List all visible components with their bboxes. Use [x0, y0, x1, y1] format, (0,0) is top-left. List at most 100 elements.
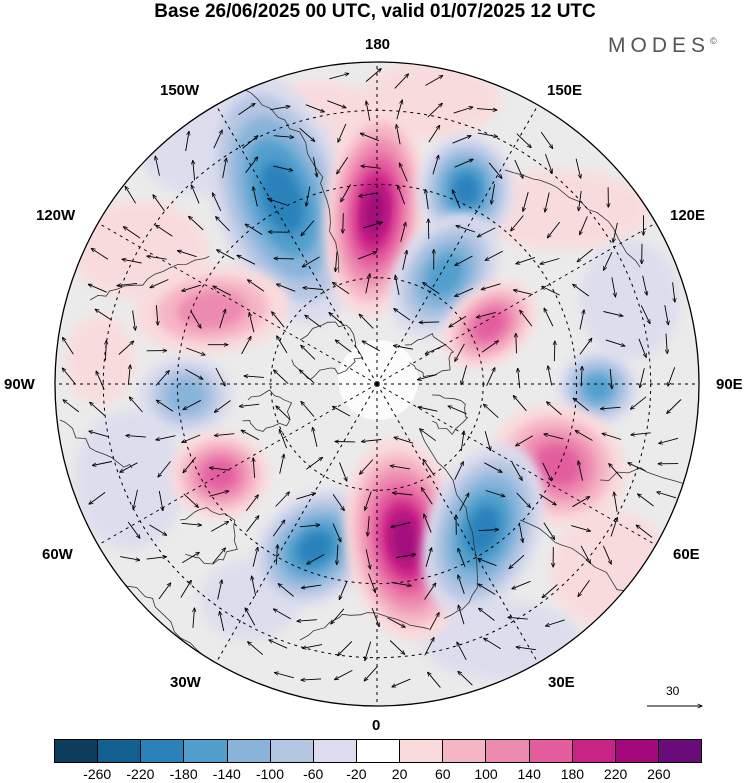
wind-vector — [572, 497, 589, 508]
wind-vector — [105, 341, 106, 361]
wind-vector — [454, 159, 473, 168]
wind-vector — [371, 607, 379, 627]
wind-vector — [237, 255, 256, 265]
wind-vector — [245, 157, 258, 174]
wind-vector — [126, 436, 146, 438]
wind-vector — [245, 608, 256, 626]
wind-vector — [428, 125, 440, 143]
copyright-mark: © — [710, 36, 717, 46]
wind-vector — [543, 522, 555, 540]
lon-label-30e: 30E — [548, 674, 575, 691]
wind-vector — [458, 605, 465, 625]
wind-vector — [458, 671, 473, 686]
wind-vector — [425, 345, 444, 354]
wind-vector — [602, 433, 622, 440]
wind-vector — [477, 227, 496, 237]
wind-vector — [222, 158, 227, 178]
wind-vector — [219, 309, 226, 329]
wind-vector — [253, 458, 254, 478]
wind-vector — [581, 366, 582, 387]
wind-vector — [511, 215, 524, 231]
wind-vector — [544, 434, 564, 440]
wind-vector — [545, 192, 550, 213]
colorbar-segment — [313, 740, 357, 762]
wind-vector — [297, 620, 317, 622]
wind-vector — [252, 547, 258, 567]
wind-vector — [190, 310, 201, 328]
wind-vector — [516, 256, 535, 263]
colorbar-segment — [98, 740, 142, 762]
anomaly-center-negative — [558, 350, 638, 426]
wind-vector — [484, 431, 490, 450]
wind-vector — [127, 521, 140, 538]
wind-vector — [299, 525, 320, 527]
wind-vector — [392, 678, 411, 687]
colorbar-tick-label: -140 — [212, 766, 241, 782]
wind-vector — [182, 284, 201, 291]
wind-vector — [544, 308, 554, 327]
wind-vector — [514, 159, 523, 178]
wind-vector — [575, 431, 593, 441]
wind-vector — [305, 315, 322, 328]
wind-vector — [210, 522, 228, 532]
wind-vector — [453, 107, 473, 114]
wind-vector — [362, 222, 382, 229]
colorbar-segment — [400, 740, 444, 762]
coastline — [179, 507, 238, 565]
anomaly-center-positive — [134, 265, 290, 355]
wind-vector — [242, 136, 258, 149]
wind-vector — [518, 522, 523, 543]
wind-vector — [456, 226, 476, 233]
wind-vector — [215, 367, 225, 386]
wind-vector — [210, 468, 230, 471]
wind-vector — [365, 641, 372, 661]
wind-vector — [457, 642, 467, 661]
wind-vector — [516, 435, 534, 446]
wind-vector — [548, 366, 553, 386]
wind-vector — [117, 282, 138, 285]
colorbar-ticks: -260 -220 -180 -140 -100 -60 -20 20 60 100 140 180 2… — [54, 766, 702, 783]
wind-vector — [214, 434, 235, 436]
wind-vector — [129, 397, 143, 413]
wind-vector — [393, 493, 413, 496]
wind-vector — [146, 557, 167, 560]
wind-vector — [512, 580, 531, 589]
wind-vector — [481, 283, 501, 290]
wind-vector — [571, 525, 590, 532]
wind-vector — [390, 466, 410, 470]
wind-vector — [128, 365, 130, 385]
coastline — [404, 333, 455, 378]
lon-label-180: 180 — [365, 36, 391, 53]
wind-vector — [217, 250, 235, 260]
wind-vector — [448, 406, 467, 415]
wind-vector — [343, 213, 344, 233]
wind-vector — [479, 608, 495, 621]
wind-vector — [220, 612, 225, 632]
wind-vector — [513, 396, 527, 412]
wind-vector — [638, 338, 646, 358]
wind-vector — [580, 545, 590, 564]
wind-vector — [631, 396, 647, 410]
wind-vector — [365, 69, 381, 82]
wind-vector — [268, 199, 287, 206]
wind-vector — [540, 131, 553, 148]
wind-vector — [476, 109, 497, 111]
wind-vector — [399, 163, 408, 182]
wind-vector — [605, 339, 625, 346]
anomaly-field — [65, 62, 680, 680]
colorbar-tick-label: 140 — [517, 766, 541, 782]
wind-vector — [613, 222, 618, 243]
wind-vector — [508, 617, 528, 619]
wind-vector — [238, 103, 256, 116]
wind-vector — [189, 216, 204, 231]
anomaly-center-negative — [205, 71, 359, 325]
wind-vector — [546, 619, 565, 626]
wind-vector — [458, 575, 465, 595]
coastline — [119, 579, 203, 656]
wind-vector — [89, 492, 106, 504]
wind-vector — [313, 427, 318, 447]
wind-vector — [95, 309, 113, 321]
wind-vector — [428, 219, 429, 239]
wind-vector — [428, 672, 441, 688]
coastline — [299, 612, 430, 641]
